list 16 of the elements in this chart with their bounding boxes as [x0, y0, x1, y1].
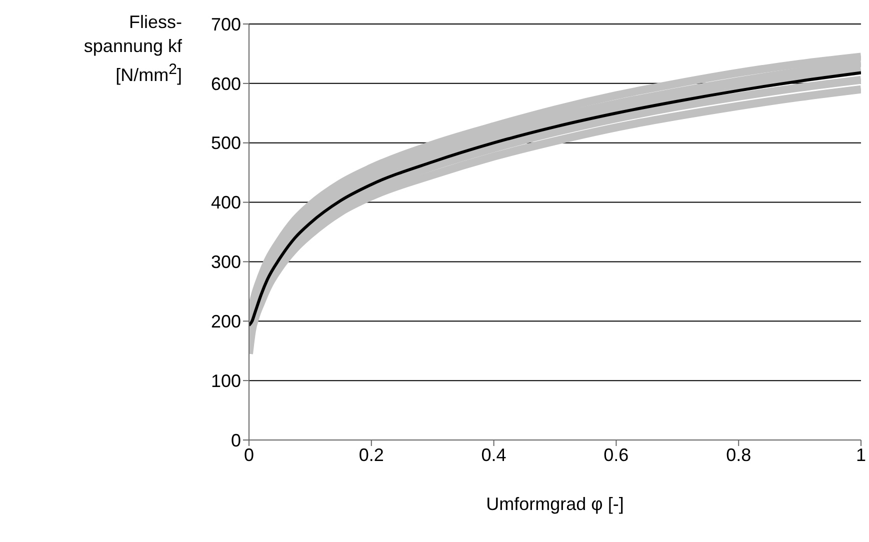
y-tick-label: 0: [230, 430, 241, 450]
x-axis-title: Umformgrad φ [-]: [486, 494, 624, 514]
x-tick-label: 0.8: [726, 444, 752, 465]
x-tick-label: 0.6: [604, 444, 629, 465]
x-tick-label: 0: [244, 444, 254, 465]
x-tick-label: 1: [856, 444, 866, 465]
y-tick-label: 200: [210, 312, 241, 332]
y-tick-label: 400: [210, 192, 241, 213]
y-tick-label: 100: [210, 370, 241, 391]
y-tick-label: 700: [210, 14, 241, 34]
y-tick-label: 300: [210, 252, 241, 272]
x-tick-label: 0.4: [481, 444, 506, 465]
x-tick-label: 0.2: [358, 444, 384, 465]
y-axis-title: Fliess- spannung kf [N/mm$^{2}$]: [84, 11, 182, 87]
y-tick-label: 500: [210, 133, 241, 154]
y-tick-label: 600: [210, 74, 241, 94]
